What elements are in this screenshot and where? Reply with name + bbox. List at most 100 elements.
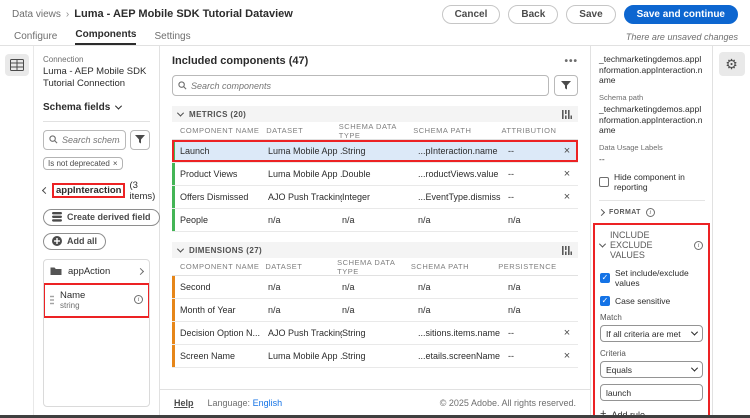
cell-schema-path: n/a [418, 215, 431, 225]
back-button[interactable]: Back [508, 4, 559, 24]
dimension-row[interactable]: Month of Year n/a n/a n/a n/a × [172, 299, 578, 322]
metric-row[interactable]: Launch Luma Mobile App ... String ...pIn… [172, 140, 578, 163]
column-settings-icon[interactable] [562, 245, 572, 255]
tab-settings[interactable]: Settings [154, 31, 191, 42]
breadcrumb-data-views[interactable]: Data views [12, 8, 61, 20]
cell-schema-path: ...EventType.dismiss [418, 192, 501, 202]
dimension-row[interactable]: Screen Name Luma Mobile App ... String .… [172, 345, 578, 368]
cell-component-name: Decision Option N... [180, 328, 261, 338]
add-circle-icon [52, 236, 62, 247]
chevron-down-icon [176, 109, 185, 117]
schema-search-box [43, 129, 126, 150]
divider [43, 120, 150, 122]
drag-handle-icon[interactable] [50, 295, 54, 305]
hide-component-label: Hide component in reporting [614, 172, 685, 193]
search-icon [49, 135, 58, 144]
criteria-operator-select[interactable]: Equals [600, 361, 703, 379]
cell-dataset: AJO Push Tracking... [268, 328, 342, 338]
components-search-input[interactable] [191, 80, 543, 91]
cell-schema-path: ...roductViews.value [418, 169, 499, 179]
cell-schema-path: ...sitions.items.name [418, 328, 501, 338]
field-breadcrumb-count: (3 items) [129, 179, 156, 202]
remove-component-button[interactable]: × [563, 167, 571, 180]
dimension-row[interactable]: Decision Option N... AJO Push Tracking..… [172, 322, 578, 345]
case-sensitive-checkbox[interactable]: ✓ Case sensitive [600, 296, 703, 307]
metrics-section-header[interactable]: METRICS (20) [172, 106, 578, 122]
save-and-continue-button[interactable]: Save and continue [623, 4, 738, 24]
chevron-right-icon [597, 209, 606, 217]
format-section-header[interactable]: FORMAT i [597, 200, 705, 218]
set-include-exclude-checkbox[interactable]: ✓ Set include/exclude values [600, 268, 703, 288]
column-settings-icon[interactable] [562, 109, 572, 119]
remove-component-button[interactable]: × [563, 349, 571, 362]
add-rule-label: Add rule [611, 409, 645, 415]
save-button[interactable]: Save [566, 4, 616, 24]
match-select[interactable]: If all criteria are met [600, 325, 703, 343]
hide-component-checkbox[interactable]: Hide component in reporting [599, 172, 705, 192]
dimensions-table-body: Second n/a n/a n/a n/a × Month of Year n… [172, 276, 578, 368]
filter-chip-not-deprecated[interactable]: Is not deprecated × [43, 156, 123, 170]
checkbox-unchecked-icon[interactable] [599, 177, 609, 188]
data-usage-labels-label: Data Usage Labels [599, 142, 663, 152]
cell-persistence: -- [508, 328, 514, 338]
settings-gear-button[interactable]: ⚙ [718, 52, 745, 76]
column-header: ATTRIBUTION [501, 126, 557, 135]
create-derived-field-button[interactable]: Create derived field [43, 208, 160, 226]
chevron-down-icon [690, 364, 699, 372]
window-bottom-edge [0, 415, 750, 418]
language-label: Language: [207, 397, 251, 408]
schema-folder-appaction[interactable]: appAction [44, 260, 149, 284]
remove-component-button[interactable]: × [563, 144, 571, 157]
schema-filter-button[interactable] [130, 129, 150, 150]
metric-row[interactable]: Offers Dismissed AJO Push Tracking... In… [172, 186, 578, 209]
info-icon[interactable]: i [694, 240, 703, 250]
copyright-text: © 2025 Adobe. All rights reserved. [439, 397, 576, 408]
dimensions-section-header[interactable]: DIMENSIONS (27) [172, 242, 578, 258]
chevron-down-icon [690, 328, 699, 336]
metric-row[interactable]: People n/a n/a n/a n/a × [172, 209, 578, 232]
page-footer: Help Language: English © 2025 Adobe. All… [160, 389, 590, 415]
included-components-title: Included components (47) [172, 55, 309, 67]
more-actions-icon[interactable]: ••• [564, 55, 578, 67]
schema-panel-toggle-button[interactable] [4, 54, 29, 76]
metrics-table-body: Launch Luma Mobile App ... String ...pIn… [172, 140, 578, 232]
cell-schema-path: n/a [418, 305, 431, 315]
schema-path-label: Schema path [599, 92, 644, 102]
checkbox-checked-icon[interactable]: ✓ [600, 273, 610, 284]
back-chevron-icon[interactable] [41, 187, 50, 195]
language-link[interactable]: English [252, 397, 283, 408]
cell-schema-data-type: String [342, 351, 366, 361]
include-exclude-section-header[interactable]: INCLUDE EXCLUDE VALUES i [598, 230, 703, 260]
cancel-button[interactable]: Cancel [441, 4, 501, 24]
page-header: Data views › Luma - AEP Mobile SDK Tutor… [0, 0, 750, 46]
unsaved-changes-note: There are unsaved changes [625, 32, 738, 42]
column-header: SCHEMA PATH [410, 262, 470, 271]
data-usage-labels-value: -- [599, 153, 605, 164]
schema-fields-dropdown[interactable]: Schema fields [43, 102, 150, 113]
cell-schema-data-type: Double [342, 169, 371, 179]
chip-close-icon[interactable]: × [112, 158, 118, 168]
checkbox-checked-icon[interactable]: ✓ [600, 296, 610, 307]
dimension-row[interactable]: Second n/a n/a n/a n/a × [172, 276, 578, 299]
schema-search-input[interactable] [62, 134, 120, 145]
metrics-table: COMPONENT NAME DATASET SCHEMA DATA TYPE … [172, 122, 578, 232]
cell-attribution: -- [508, 146, 514, 156]
add-rule-button[interactable]: + Add rule [600, 409, 703, 415]
cell-schema-data-type: Integer [342, 192, 371, 202]
remove-component-button[interactable]: × [563, 190, 571, 203]
tab-components[interactable]: Components [75, 29, 137, 45]
info-icon[interactable]: i [645, 208, 655, 218]
schema-field-name[interactable]: Name string i [44, 282, 149, 318]
column-header: COMPONENT NAME [180, 126, 260, 135]
remove-component-button[interactable]: × [563, 326, 571, 339]
components-filter-button[interactable] [554, 75, 578, 96]
tab-configure[interactable]: Configure [14, 31, 58, 42]
criteria-value-input[interactable] [606, 387, 697, 398]
help-link[interactable]: Help [174, 397, 194, 408]
info-icon[interactable]: i [134, 295, 143, 305]
add-all-button[interactable]: Add all [43, 232, 107, 250]
metric-row[interactable]: Product Views Luma Mobile App ... Double… [172, 163, 578, 186]
field-breadcrumb-name[interactable]: appInteraction [52, 183, 126, 199]
cell-component-name: Product Views [180, 169, 238, 179]
